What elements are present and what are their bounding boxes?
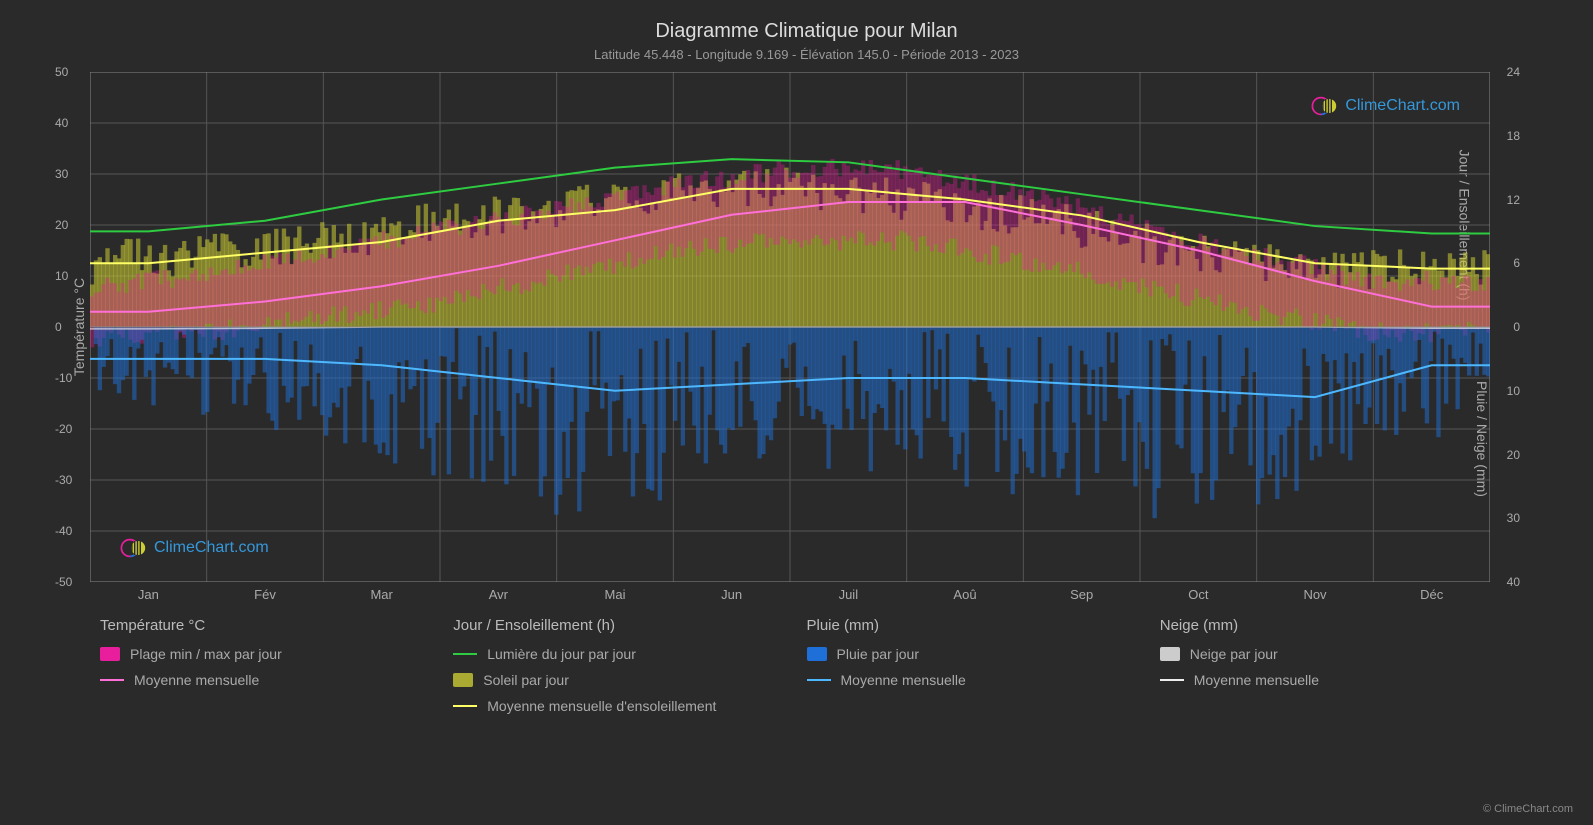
tick-left: -20: [55, 422, 72, 436]
tick-right: 10: [1507, 384, 1520, 398]
legend-label: Moyenne mensuelle d'ensoleillement: [487, 698, 716, 714]
tick-bottom: Jan: [138, 587, 159, 602]
legend-label: Lumière du jour par jour: [487, 646, 636, 662]
tick-left: 30: [55, 167, 68, 181]
legend-column: Neige (mm) Neige par jour Moyenne mensuell…: [1160, 617, 1513, 724]
tick-right: 20: [1507, 448, 1520, 462]
legend-label: Moyenne mensuelle: [1194, 672, 1319, 688]
legend-label: Plage min / max par jour: [130, 646, 282, 662]
tick-left: -30: [55, 473, 72, 487]
legend-header: Température °C: [100, 617, 453, 634]
watermark-text: ClimeChart.com: [154, 539, 269, 557]
legend-header: Pluie (mm): [807, 617, 1160, 634]
tick-left: -50: [55, 575, 72, 589]
legend-label: Pluie par jour: [837, 646, 920, 662]
swatch-icon: [453, 673, 473, 687]
legend: Température °C Plage min / max par jour Mo…: [80, 617, 1533, 724]
tick-right: 18: [1507, 129, 1520, 143]
legend-item: Moyenne mensuelle: [807, 672, 1160, 688]
tick-bottom: Mai: [605, 587, 626, 602]
tick-bottom: Sep: [1070, 587, 1093, 602]
tick-left: -10: [55, 371, 72, 385]
swatch-icon: [807, 647, 827, 661]
tick-bottom: Fév: [254, 587, 276, 602]
legend-item: Plage min / max par jour: [100, 646, 453, 662]
legend-header: Jour / Ensoleillement (h): [453, 617, 806, 634]
legend-label: Neige par jour: [1190, 646, 1278, 662]
tick-left: 0: [55, 320, 62, 334]
legend-item: Soleil par jour: [453, 672, 806, 688]
tick-bottom: Déc: [1420, 587, 1443, 602]
legend-column: Température °C Plage min / max par jour Mo…: [100, 617, 453, 724]
tick-bottom: Jun: [721, 587, 742, 602]
tick-left: 20: [55, 218, 68, 232]
tick-right: 12: [1507, 193, 1520, 207]
tick-right: 24: [1507, 65, 1520, 79]
line-icon: [453, 653, 477, 655]
legend-item: Moyenne mensuelle: [1160, 672, 1513, 688]
tick-bottom: Avr: [489, 587, 508, 602]
tick-bottom: Oct: [1188, 587, 1208, 602]
watermark-text: ClimeChart.com: [1345, 97, 1460, 115]
legend-label: Moyenne mensuelle: [841, 672, 966, 688]
tick-bottom: Nov: [1303, 587, 1326, 602]
chart-title: Diagramme Climatique pour Milan: [80, 20, 1533, 43]
legend-header: Neige (mm): [1160, 617, 1513, 634]
swatch-icon: [100, 647, 120, 661]
copyright: © ClimeChart.com: [1483, 803, 1573, 815]
legend-column: Jour / Ensoleillement (h) Lumière du jour…: [453, 617, 806, 724]
tick-left: -40: [55, 524, 72, 538]
tick-right: 30: [1507, 511, 1520, 525]
watermark-top: ClimeChart.com: [1311, 92, 1460, 120]
tick-right: 40: [1507, 575, 1520, 589]
line-icon: [1160, 679, 1184, 681]
logo-icon: [1311, 92, 1339, 120]
legend-item: Pluie par jour: [807, 646, 1160, 662]
legend-item: Lumière du jour par jour: [453, 646, 806, 662]
tick-right: 0: [1513, 320, 1520, 334]
tick-right: 6: [1513, 256, 1520, 270]
legend-label: Moyenne mensuelle: [134, 672, 259, 688]
logo-icon: [120, 534, 148, 562]
plot-svg: [90, 72, 1490, 582]
tick-bottom: Mar: [370, 587, 392, 602]
tick-left: 50: [55, 65, 68, 79]
swatch-icon: [1160, 647, 1180, 661]
plot-area: Température °C Jour / Ensoleillement (h)…: [90, 72, 1490, 582]
legend-label: Soleil par jour: [483, 672, 569, 688]
watermark-bottom: ClimeChart.com: [120, 534, 269, 562]
y-axis-left-label: Température °C: [71, 278, 87, 376]
line-icon: [807, 679, 831, 681]
line-icon: [100, 679, 124, 681]
legend-column: Pluie (mm) Pluie par jour Moyenne mensuell…: [807, 617, 1160, 724]
tick-left: 10: [55, 269, 68, 283]
chart-subtitle: Latitude 45.448 - Longitude 9.169 - Élév…: [80, 47, 1533, 62]
legend-item: Moyenne mensuelle d'ensoleillement: [453, 698, 806, 714]
tick-left: 40: [55, 116, 68, 130]
legend-item: Neige par jour: [1160, 646, 1513, 662]
tick-bottom: Aoû: [953, 587, 976, 602]
legend-item: Moyenne mensuelle: [100, 672, 453, 688]
line-icon: [453, 705, 477, 707]
chart-container: Diagramme Climatique pour Milan Latitude…: [0, 0, 1593, 825]
tick-bottom: Juil: [839, 587, 859, 602]
